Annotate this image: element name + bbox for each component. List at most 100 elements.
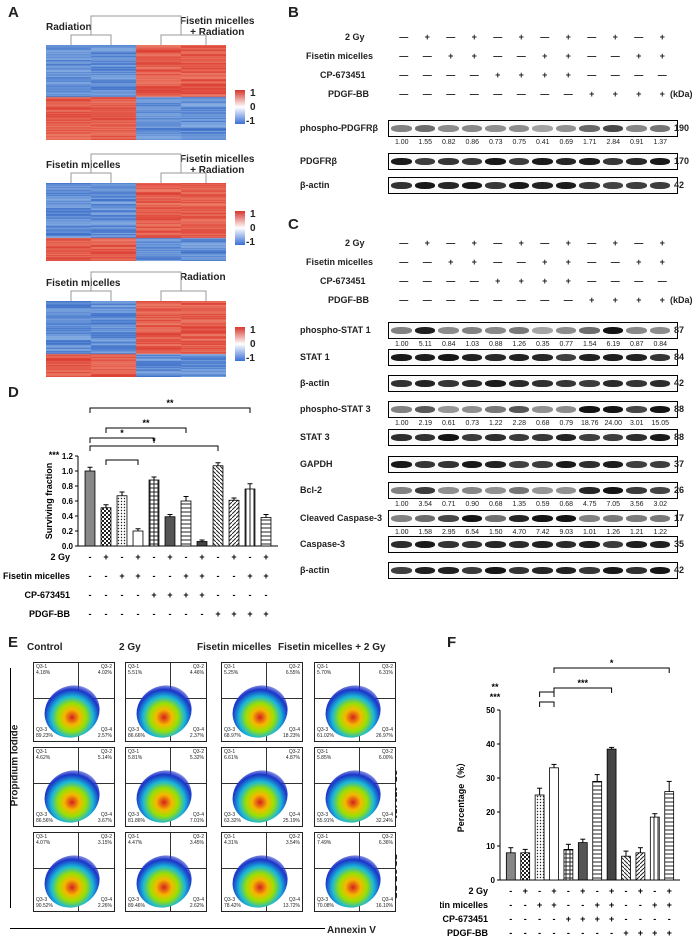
quant-value: 3.01 [629,420,644,427]
quadrant-name: Q3-4 [288,897,300,903]
bar [549,767,559,881]
colorbar-mid: 0 [250,339,256,350]
treatment-sign: + [424,238,430,248]
treatment-sign: + [565,70,571,80]
treatment-sign: + [542,257,548,267]
blot-band [461,541,482,548]
blot-band [391,434,412,441]
quant-value: 0.41 [535,139,550,146]
treatment-sign: + [495,70,501,80]
quadrant-name: Q3-3 [36,727,48,733]
quadrant-name: Q3-2 [100,664,112,670]
blot-band [438,515,459,522]
treatment-sign: + [495,276,501,286]
significance-label: *** [578,678,589,688]
blot-band [532,515,553,522]
blot-band [414,487,435,494]
blot-band [555,182,576,189]
blot-band [579,327,600,334]
treatment-sign: + [537,900,542,910]
treatment-label-pdgf: PDGF-BB [29,609,70,619]
treatment-sign: - [89,571,92,581]
blot-band [461,487,482,494]
blot-strip [388,177,678,194]
blot-label: β-actin [300,180,330,190]
significance-bracket [553,667,670,673]
treatment-sign: — [399,70,409,80]
treatment-sign: - [538,928,541,938]
treatment-sign: + [565,32,571,42]
blot-band [579,182,600,189]
blot-band [649,125,670,132]
treatment-sign: + [247,609,252,619]
blot-band [485,541,506,548]
quant-value: 3.02 [653,501,668,508]
treatment-sign: - [524,914,527,924]
blot-label: Bcl-2 [300,485,323,495]
colorbar-min: -1 [246,353,255,364]
blot-band [414,567,435,574]
blot-label: phospho-STAT 1 [300,325,371,335]
flow-y-arrow [10,668,11,908]
quadrant-name: Q3-2 [192,749,204,755]
quadrant-name: Q3-4 [100,812,112,818]
blot-band [532,380,553,387]
blot-band [555,461,576,468]
kda-value: 88 [674,404,685,414]
quadrant-value: 70.08% [317,903,334,909]
treatment-label-cp: CP-673451 [442,914,488,924]
bar [505,852,516,881]
treatment-sign: — [540,238,550,248]
blot-band [391,125,412,132]
quadrant-name: Q3-1 [128,664,140,670]
treatment-sign: + [609,900,614,910]
blot-band [438,406,459,413]
blot-band [626,434,647,441]
kda-value: 42 [674,180,685,190]
quant-value: 9.03 [559,529,574,536]
treatment-sign: - [639,900,642,910]
blot-band [626,158,647,165]
quant-value: 1.26 [606,529,621,536]
heatmap-grid [46,45,226,140]
treatment-sign: + [263,552,268,562]
blot-band [649,327,670,334]
treatment-sign: - [581,928,584,938]
treatment-sign: — [657,70,667,80]
blot-strip [388,401,678,418]
bar [534,794,545,881]
y-tick-label: 0.8 [62,482,74,491]
blot-band [649,541,670,548]
blot-band [414,125,435,132]
quadrant-value: 26.97% [376,733,393,739]
y-axis-label: Surviving fraction [44,463,54,540]
significance-label: * [152,436,156,446]
quadrant-value: 4.46% [189,670,204,676]
quadrant-name: Q3-2 [192,664,204,670]
heatmap-left-label: Fisetin micelles [46,278,121,289]
blot-label: STAT 3 [300,432,330,442]
blot-label: phospho-PDGFRβ [300,123,378,133]
treatment-sign: — [399,89,409,99]
treatment-sign: - [89,609,92,619]
blot-band [438,487,459,494]
quadrant-value: 6.00% [378,755,393,761]
y-tick-label: 0.0 [62,542,74,551]
treatment-sign: - [567,900,570,910]
blot-band [461,354,482,361]
quant-value: 1.37 [653,139,668,146]
treatment-sign: — [540,89,550,99]
blot-strip [388,429,678,446]
quant-value: 0.84 [441,341,456,348]
bar [244,488,256,547]
treatment-sign: — [469,295,479,305]
blot-label: PDGFRβ [300,156,337,166]
quant-value: 1.54 [582,341,597,348]
blot-band [414,182,435,189]
treatment-label-cp: CP-673451 [320,70,366,80]
panel-label-a: A [8,4,19,21]
quadrant-name: Q3-1 [317,664,329,670]
quant-value: 0.88 [488,341,503,348]
treatment-sign: — [493,257,503,267]
flow-column-title: 2 Gy [119,642,141,653]
